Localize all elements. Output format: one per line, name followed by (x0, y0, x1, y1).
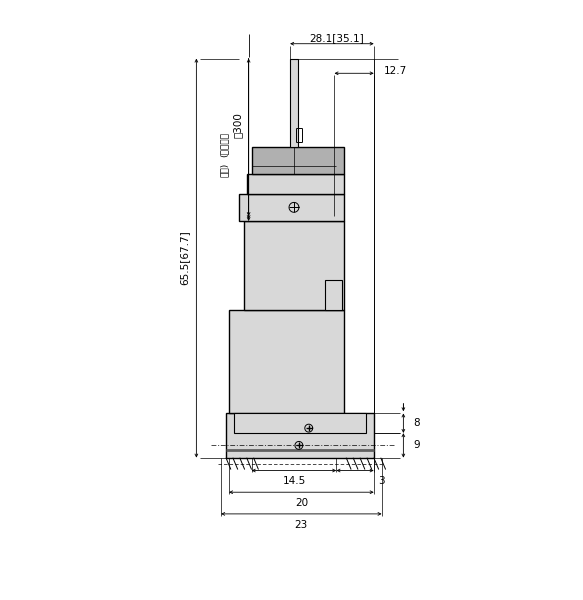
Bar (234, 413, 366, 433)
Text: 12.7: 12.7 (384, 67, 407, 76)
Bar (229, 310, 344, 413)
Bar (290, 59, 298, 147)
Text: 3: 3 (378, 476, 385, 487)
Bar (325, 280, 342, 310)
Text: 14.5: 14.5 (282, 476, 305, 487)
Bar (226, 413, 374, 458)
Text: 8: 8 (413, 418, 420, 428)
Text: 約300: 約300 (233, 112, 243, 138)
Bar (247, 174, 344, 194)
Text: 28.1[35.1]: 28.1[35.1] (310, 33, 364, 43)
Bar (244, 221, 344, 310)
Text: (リード線: (リード線 (219, 132, 229, 157)
Text: 65.5[67.7]: 65.5[67.7] (180, 231, 189, 286)
Text: 23: 23 (295, 520, 308, 530)
Text: 20: 20 (295, 498, 308, 508)
Text: 9: 9 (413, 440, 420, 451)
Text: 長さ): 長さ) (219, 162, 229, 176)
Bar (252, 147, 344, 174)
Bar (239, 194, 344, 221)
